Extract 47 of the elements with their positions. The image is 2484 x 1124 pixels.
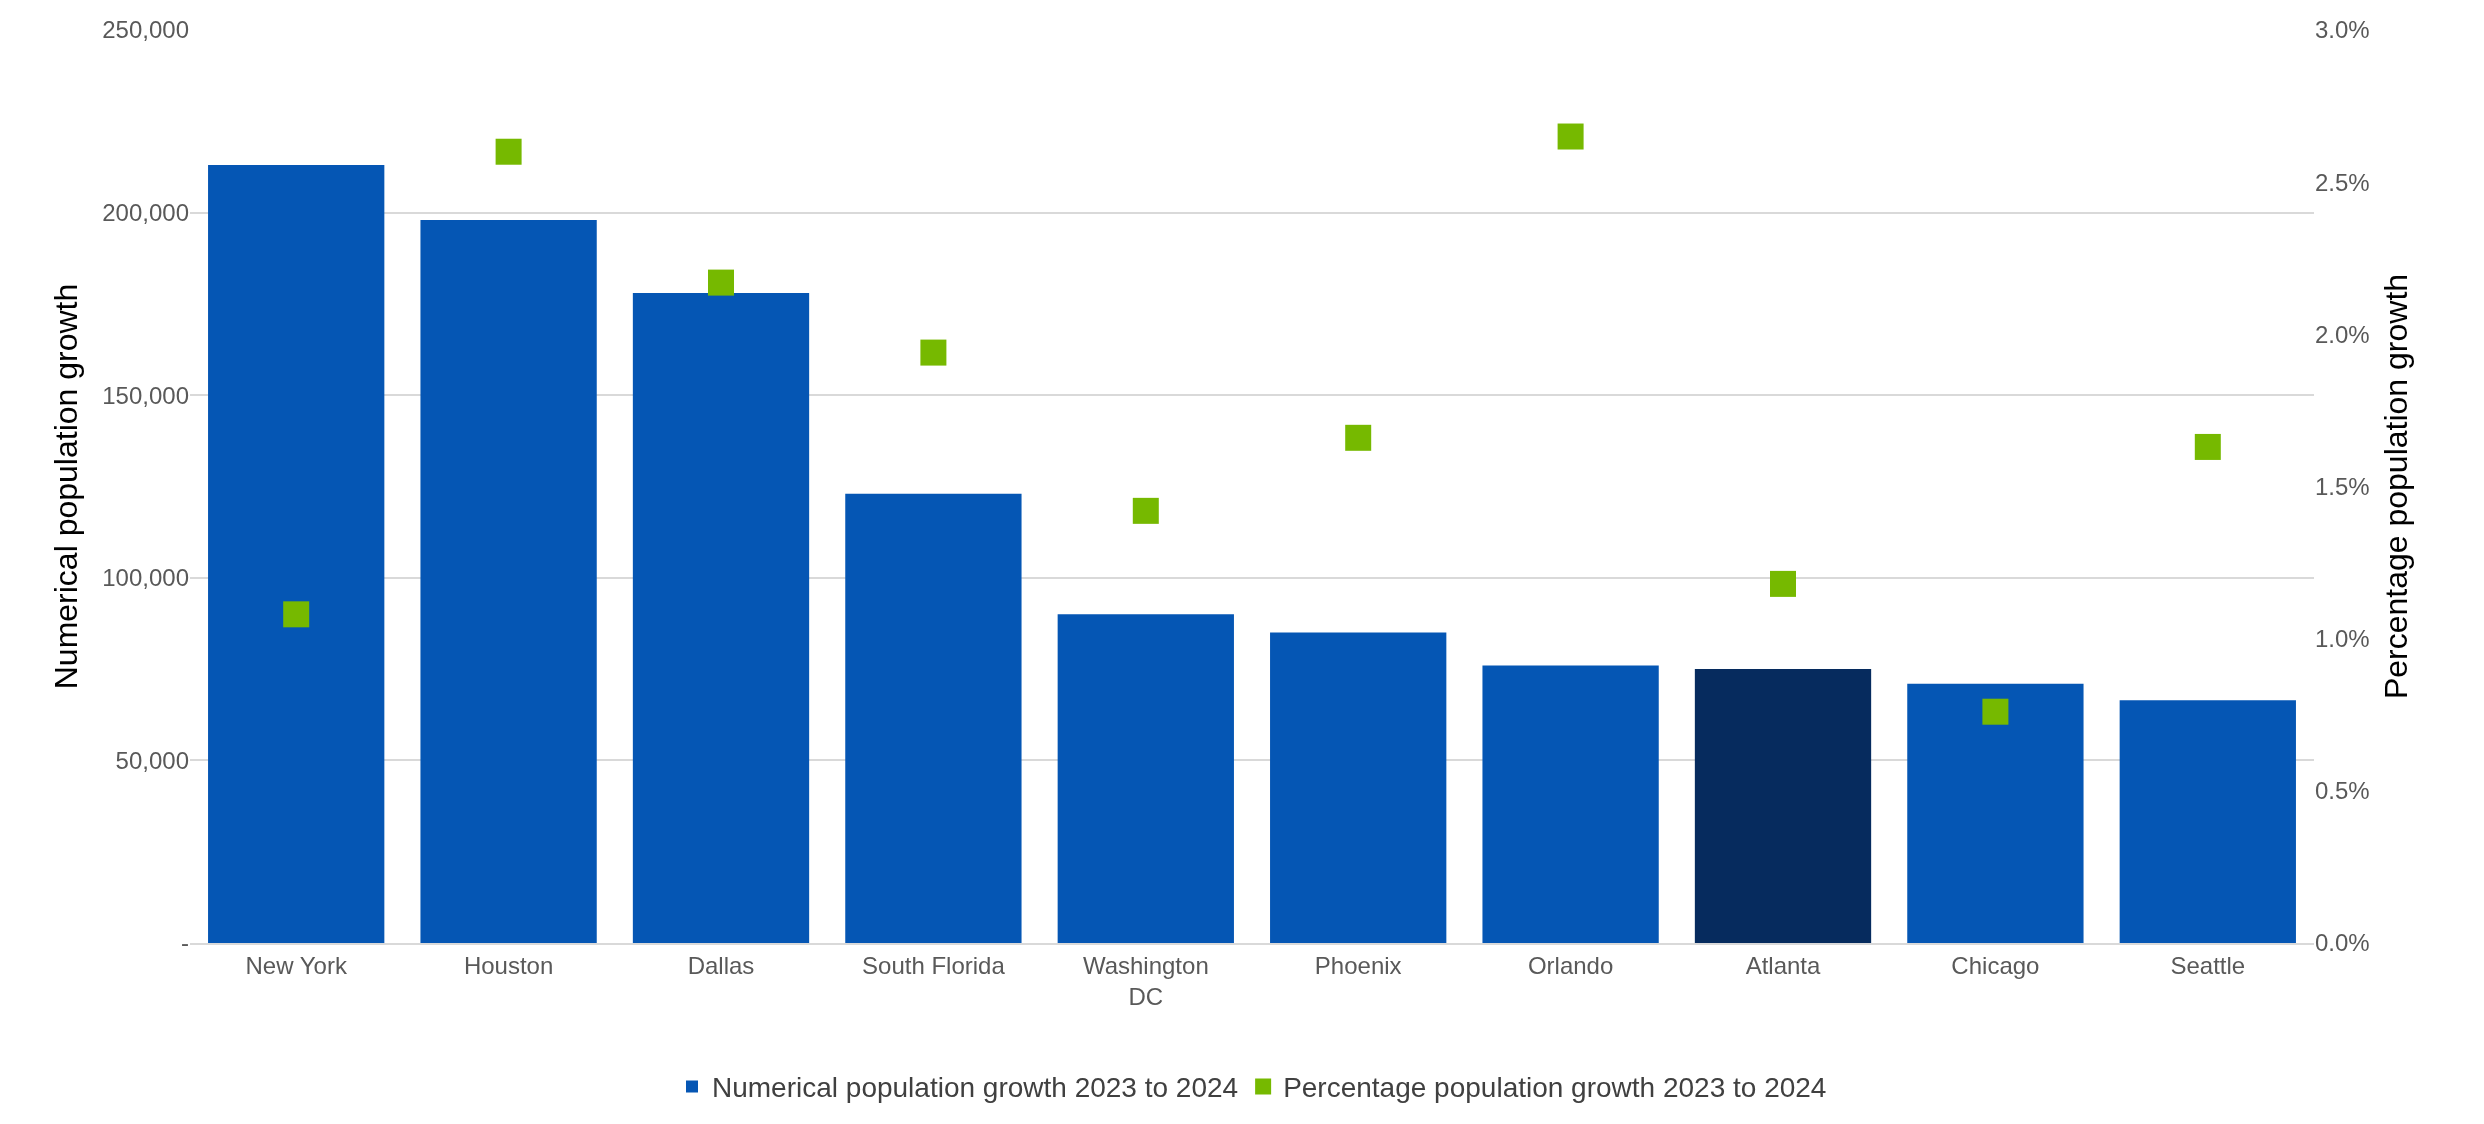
x-tick-label: Washington DC (1082, 951, 1209, 1010)
y2-tick-label: 3.0% (2315, 16, 2370, 44)
x-tick-label: Seattle (2170, 951, 2246, 979)
y-axis-title: Numerical population growth (47, 283, 84, 690)
x-tick-label: Dallas (687, 951, 755, 979)
x-tick-label: Houston (463, 951, 554, 979)
y2-tick-label: 0.0% (2315, 929, 2370, 957)
x-tick-label: Atlanta (1745, 951, 1822, 979)
bar (1057, 614, 1234, 943)
y-tick-label: 200,000 (102, 199, 189, 226)
bar (632, 292, 810, 943)
point (920, 339, 947, 366)
legend-label: Percentage population growth 2023 to 2024 (1283, 1072, 1827, 1104)
y2-tick-label: 0.5% (2315, 777, 2370, 805)
point (495, 138, 522, 165)
legend-label: Numerical population growth 2023 to 2024 (712, 1072, 1239, 1104)
bar (208, 165, 385, 943)
y2-tick-label: 2.0% (2315, 320, 2370, 348)
bar (1270, 632, 1447, 943)
x-tick-label: Phoenix (1314, 951, 1402, 979)
bar (845, 493, 1022, 943)
y2-axis-title: Percentage population growth (2377, 273, 2414, 700)
point (1132, 497, 1159, 524)
y-tick-label: - (181, 929, 189, 957)
y2-tick-label: 2.5% (2315, 168, 2370, 196)
y2-tick-label: 1.0% (2315, 625, 2370, 653)
point (1557, 123, 1584, 150)
point (1982, 698, 2009, 725)
bar (1482, 665, 1659, 943)
x-tick-label: Chicago (1951, 951, 2040, 979)
x-tick-label: New York (245, 951, 348, 979)
y-tick-label: 100,000 (102, 564, 189, 592)
bar (2119, 700, 2296, 943)
point (1345, 424, 1372, 451)
bar (420, 219, 597, 943)
y-tick-label: 50,000 (115, 746, 189, 774)
y-tick-label: 150,000 (102, 381, 189, 409)
point (283, 601, 310, 628)
point (1770, 570, 1796, 597)
y-tick-label: 250,000 (102, 16, 189, 44)
point (2194, 433, 2221, 460)
point (708, 269, 734, 296)
x-tick-label: South Florida (862, 951, 1006, 979)
bar (1694, 669, 1872, 943)
x-tick-label: Orlando (1527, 951, 1614, 979)
y2-tick-label: 1.5% (2315, 472, 2370, 500)
bar (1907, 683, 2084, 943)
